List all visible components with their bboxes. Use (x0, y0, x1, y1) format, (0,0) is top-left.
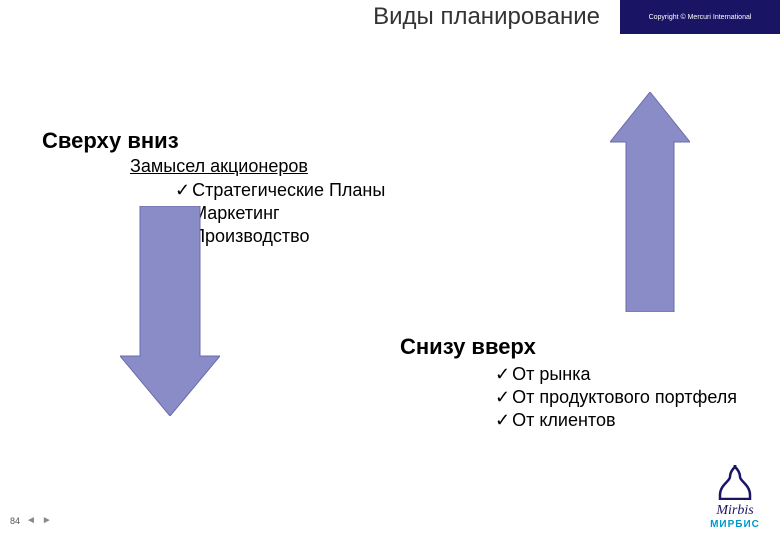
slide-header: Виды планирование Copyright © Mercuri In… (0, 0, 780, 34)
slide-content: Сверху вниз Замысел акционеров ✓Стратеги… (0, 34, 780, 540)
logo-dome-icon (710, 465, 760, 500)
header-title-area: Виды планирование (0, 0, 620, 34)
arrow-up-icon (610, 92, 690, 312)
list-item: ✓Стратегические Планы (175, 180, 385, 201)
copyright-text: Copyright © Mercuri International (649, 14, 752, 21)
nav-prev-button[interactable]: ◄ (26, 515, 36, 526)
check-icon: ✓ (495, 364, 510, 384)
list-item: ✓От рынка (495, 364, 737, 385)
list-item: ✓От клиентов (495, 410, 737, 431)
mirbis-logo: Mirbis МИРБИС (710, 465, 760, 530)
slide-title: Виды планирование (373, 3, 600, 31)
bottom-up-list: ✓От рынка ✓От продуктового портфеля ✓От … (495, 364, 737, 433)
check-icon: ✓ (495, 410, 510, 430)
top-down-subtitle: Замысел акционеров (130, 156, 308, 177)
page-number: 84 (10, 516, 20, 526)
header-accent-area: Copyright © Mercuri International (620, 0, 780, 34)
check-icon: ✓ (495, 387, 510, 407)
top-down-heading: Сверху вниз (42, 128, 179, 154)
arrow-down-icon (120, 206, 220, 416)
logo-text-script: Mirbis (710, 503, 760, 519)
nav-next-button[interactable]: ► (42, 515, 52, 526)
logo-text-caps: МИРБИС (710, 519, 760, 530)
bottom-up-heading: Снизу вверх (400, 334, 536, 360)
list-item: ✓От продуктового портфеля (495, 387, 737, 408)
check-icon: ✓ (175, 180, 190, 200)
slide-footer: 84 ◄ ► (10, 515, 52, 526)
